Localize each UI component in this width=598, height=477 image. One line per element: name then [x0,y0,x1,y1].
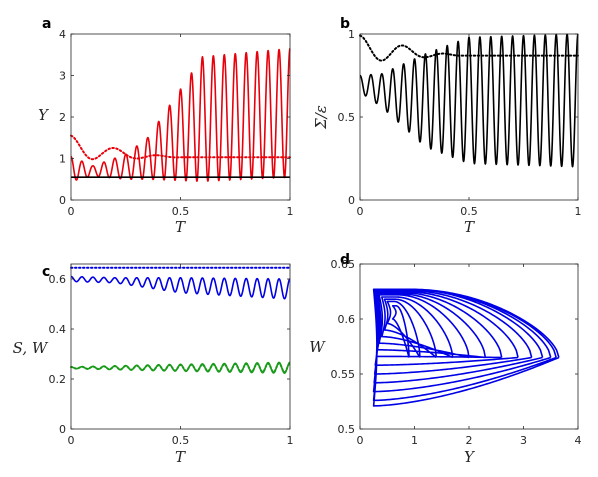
xtick-label: 0.5 [460,205,478,218]
panel-a: a 0 0.5 1 0 1 2 3 4 T Y [38,16,293,236]
ytick-label: 1 [348,28,355,41]
xtick-label: 0.5 [172,434,190,447]
ytick-label: 0 [348,194,355,207]
ytick-label: 0.4 [49,323,67,336]
ytick-label: 2 [59,111,66,124]
axes-box-c [70,263,291,430]
xtick-label: 0.5 [172,205,190,218]
series-line-c-1 [70,275,291,300]
axes-box-b [359,33,579,201]
panel-label-a: a [42,16,51,32]
series-layer-c [70,266,291,374]
ytick-label: 0 [59,194,66,207]
ytick-label: 1 [59,153,66,166]
xtick-label: 0 [357,434,364,447]
ytick-label: 0 [59,423,66,436]
ytick-label: 0.5 [338,111,356,124]
xtick-label: 0 [68,434,75,447]
xlabel-b: T [464,218,475,236]
panel-label-d: d [340,252,350,268]
ylabel-b: Σ/ε [312,105,330,130]
ylabel-a: Y [38,106,50,124]
panel-b: b 0 0.5 1 0 0.5 1 T Σ/ε [312,16,582,236]
panel-label-c: c [42,264,50,280]
ticks-d: 0 1 2 3 4 0.5 0.55 0.6 0.65 [331,258,582,447]
ytick-label: 4 [59,28,66,41]
series-layer-d [372,288,560,407]
ytick-label: 0.55 [331,368,356,381]
xlabel-c: T [175,448,186,466]
series-layer-a [70,48,291,182]
panel-d: d 0 1 2 3 4 0.5 0.55 0.6 0.65 Y W [309,252,581,466]
xtick-label: 3 [520,434,527,447]
ticks-b: 0 0.5 1 0 0.5 1 [338,28,582,218]
series-line-a-2 [70,134,291,161]
ylabel-c: S, W [13,339,49,357]
ylabel-d: W [309,338,326,356]
ytick-label: 0.5 [338,423,356,436]
ytick-label: 0.65 [331,258,356,271]
ticks-c: 0 0.5 1 0 0.2 0.4 0.6 [49,264,294,447]
series-line-b-1 [359,34,579,62]
xtick-label: 1 [411,434,418,447]
xtick-label: 0 [357,205,364,218]
series-line-a-0 [70,48,291,182]
ytick-label: 0.6 [338,313,356,326]
xtick-label: 0 [68,205,75,218]
panel-c: c 0 0.5 1 0 0.2 0.4 0.6 T S, W [13,263,294,466]
xtick-label: 2 [466,434,473,447]
ytick-label: 0.6 [49,273,67,286]
series-layer-b [359,33,579,168]
ticks-a: 0 0.5 1 0 1 2 3 4 [59,28,294,218]
series-line-c-3 [70,361,291,374]
xlabel-a: T [175,218,186,236]
xtick-label: 1 [287,205,294,218]
axes-box-a [70,33,291,201]
xtick-label: 1 [287,434,294,447]
xtick-label: 1 [575,205,582,218]
series-line-b-0 [359,33,579,168]
ytick-label: 0.2 [49,373,67,386]
panel-label-b: b [340,16,350,32]
xlabel-d: Y [464,448,476,466]
xtick-label: 4 [575,434,582,447]
series-line-d-0 [372,288,560,407]
ytick-label: 3 [59,70,66,83]
